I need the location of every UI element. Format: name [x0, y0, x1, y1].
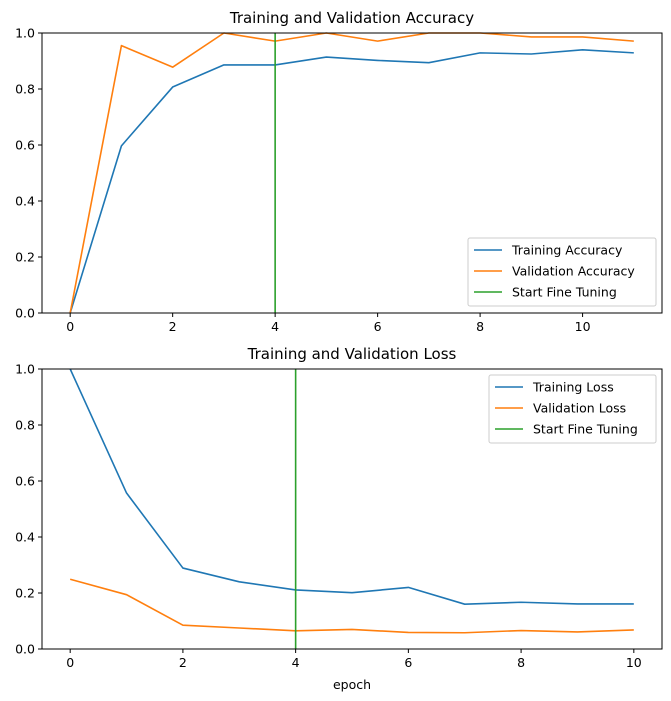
accuracy-legend: Training Accuracy Validation Accuracy Star…	[467, 237, 657, 307]
loss-ytick-label: 0.4	[15, 530, 35, 545]
accuracy-xtick-label: 0	[66, 319, 74, 334]
loss-ytick-label: 0.2	[15, 586, 35, 601]
loss-ytick-label: 0.0	[15, 642, 35, 657]
loss-legend: Training Loss Validation Loss Start Fine T…	[488, 374, 657, 444]
loss-legend-label: Validation Loss	[533, 401, 626, 416]
accuracy-series-line-validation	[69, 32, 634, 314]
accuracy-ytick-label: 0.4	[15, 194, 35, 209]
loss-ytick-label: 0.6	[15, 474, 35, 489]
loss-xtick-label: 10	[626, 655, 642, 670]
loss-title: Training and Validation Loss	[247, 345, 457, 363]
accuracy-subplot: Training and Validation Accuracy 0 2 4 6 8 10…	[15, 9, 663, 334]
loss-xtick-label: 2	[179, 655, 187, 670]
accuracy-xtick-label: 8	[476, 319, 484, 334]
accuracy-ytick-label: 0.2	[15, 250, 35, 265]
loss-legend-frame	[488, 374, 657, 444]
accuracy-plot-frame	[41, 32, 663, 314]
accuracy-legend-label: Training Accuracy	[511, 243, 623, 258]
accuracy-xtick-label: 6	[374, 319, 382, 334]
loss-xtick-label: 8	[517, 655, 525, 670]
accuracy-ytick-label: 0.6	[15, 138, 35, 153]
accuracy-ytick-label: 1.0	[15, 26, 35, 41]
accuracy-xtick-label: 4	[271, 319, 279, 334]
accuracy-ytick-label: 0.0	[15, 306, 35, 321]
loss-subplot: Training and Validation Loss 0 2 4 6 8 10 0.0 0…	[15, 345, 663, 692]
accuracy-xtick-label: 2	[169, 319, 177, 334]
loss-ytick-label: 0.8	[15, 418, 35, 433]
loss-legend-label: Training Loss	[532, 380, 614, 395]
loss-xtick-label: 4	[292, 655, 300, 670]
loss-xtick-label: 0	[66, 655, 74, 670]
loss-series-line-validation	[69, 578, 634, 634]
accuracy-ytick-label: 0.8	[15, 82, 35, 97]
accuracy-legend-label: Start Fine Tuning	[512, 285, 617, 300]
accuracy-xtick-label: 10	[575, 319, 591, 334]
loss-legend-label: Start Fine Tuning	[533, 422, 638, 437]
accuracy-series-line-training	[69, 48, 634, 314]
accuracy-legend-frame	[467, 237, 657, 307]
loss-series-line-training	[69, 368, 634, 606]
loss-plot-frame	[41, 368, 663, 650]
loss-xlabel: epoch	[333, 677, 371, 692]
accuracy-legend-label: Validation Accuracy	[512, 264, 635, 279]
loss-xtick-label: 6	[404, 655, 412, 670]
accuracy-title: Training and Validation Accuracy	[229, 9, 474, 27]
loss-ytick-label: 1.0	[15, 362, 35, 377]
